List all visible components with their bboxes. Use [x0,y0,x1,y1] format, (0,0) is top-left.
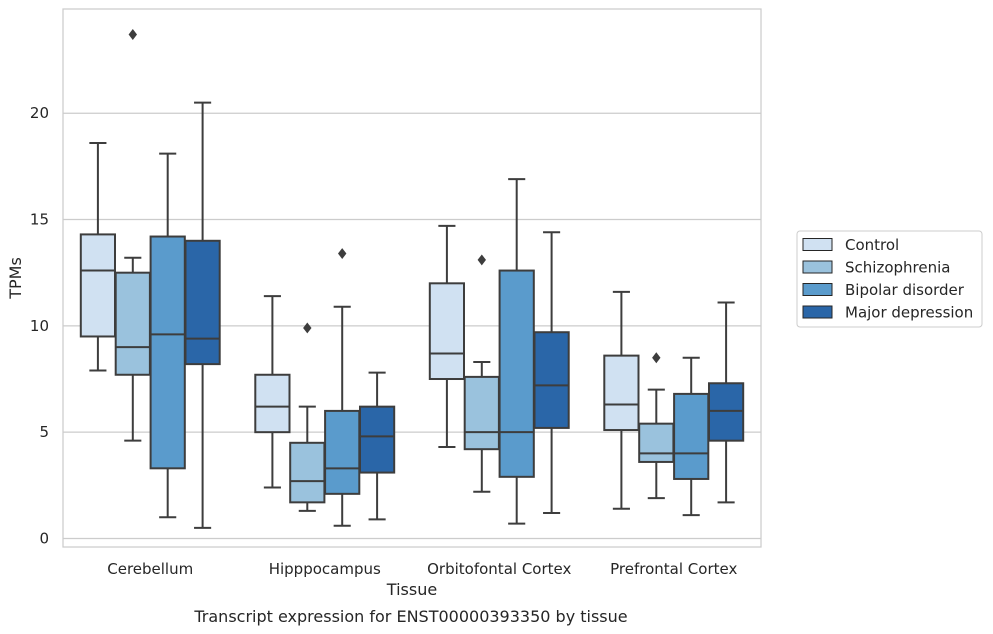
box-control [603,290,640,510]
legend: Control Schizophrenia Bipolar disorder Majo… [796,230,983,328]
box-body [114,271,151,376]
box-major-depression [184,101,221,529]
legend-swatch [802,305,833,319]
box-body [254,373,291,434]
box-body [358,405,396,474]
chart-caption: Transcript expression for ENST0000039335… [193,607,627,626]
box-schizophrenia [289,322,326,512]
x-axis-title: Tissue [386,580,437,599]
y-axis-title: TPMs [6,257,25,300]
box-major-depression [707,301,745,504]
box-body [149,235,186,470]
box-body [184,239,221,366]
box-major-depression [533,231,570,514]
box-bipolar-disorder [673,356,710,517]
legend-swatch [802,260,833,274]
box-bipolar-disorder [149,152,186,519]
outlier-point [477,254,486,266]
box-bipolar-disorder [498,178,535,525]
box-schizophrenia [463,254,500,493]
x-tick-label: Prefrontal Cortex [610,560,737,578]
box-body [324,409,361,495]
box-body [638,422,675,463]
legend-frame [796,230,983,328]
outlier-point [652,352,661,364]
y-tick-label: 5 [39,423,49,441]
legend-label: Bipolar disorder [845,281,965,299]
outlier-point [128,29,137,40]
box-body [79,233,117,338]
box-control [254,295,291,489]
box-control [79,141,117,372]
box-schizophrenia [638,352,675,500]
x-tick-label: Orbitofontal Cortex [427,560,571,578]
box-body [289,441,326,504]
outlier-point [338,248,347,260]
legend-label: Control [845,236,899,254]
box-bipolar-disorder [324,248,361,527]
box-body [673,392,710,480]
y-tick-label: 15 [30,211,49,229]
y-tick-label: 0 [39,529,49,547]
box-body [707,382,745,442]
legend-label: Major depression [845,304,973,322]
box-body [603,354,640,432]
y-tick-label: 20 [30,104,49,122]
box-body [463,375,500,451]
box-body [498,269,535,478]
x-tick-label: Cerebellum [107,560,193,578]
boxes [79,29,745,529]
box-body [428,282,466,381]
legend-swatch [802,238,833,251]
y-tick-labels: 0 5 10 15 20 [30,104,49,547]
x-tick-labels: Cerebellum Hipppocampus Orbitofontal Corte… [107,560,737,578]
plot-area-frame [62,8,762,548]
x-tick-label: Hipppocampus [269,560,381,578]
legend-label: Schizophrenia [845,259,950,277]
y-tick-label: 10 [30,317,49,335]
box-body [533,331,570,429]
legend-swatch [802,283,833,296]
box-major-depression [358,371,396,521]
outlier-point [303,322,312,334]
box-control [428,224,466,449]
box-schizophrenia [114,29,151,442]
